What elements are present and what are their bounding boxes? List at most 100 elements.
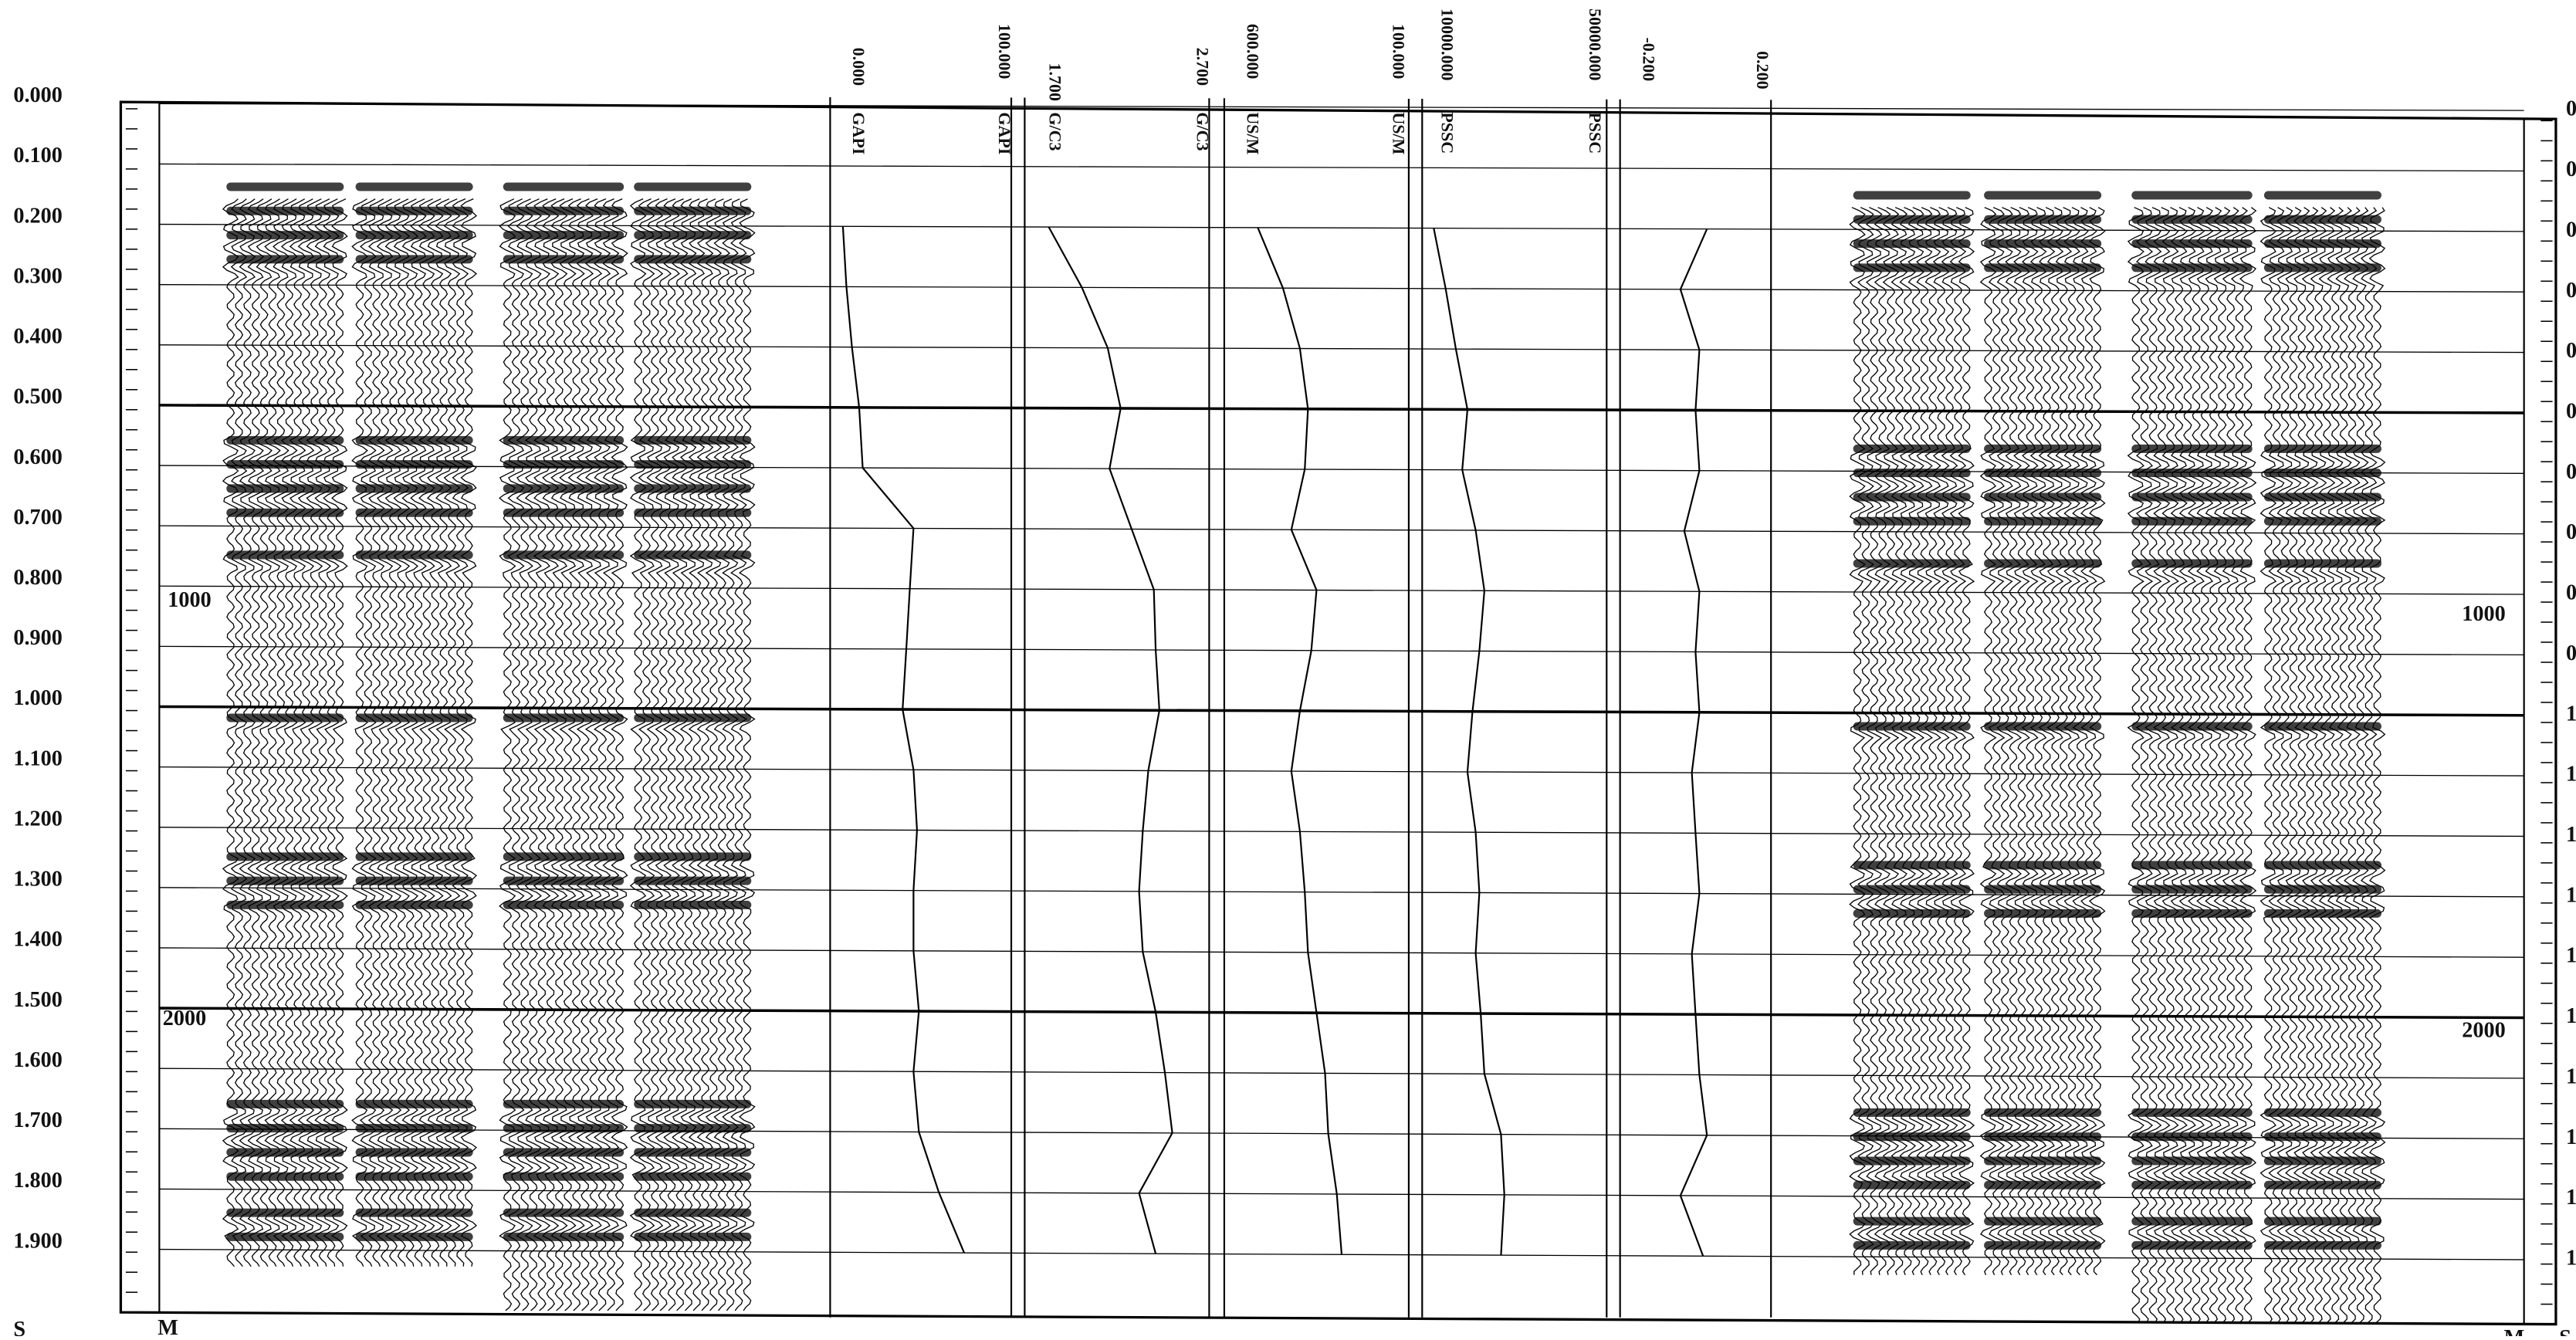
seismic-trace <box>542 198 560 1311</box>
log-curve <box>1433 228 1505 1256</box>
seismic-trace <box>393 198 411 1267</box>
strong-event <box>226 1232 344 1241</box>
unit-label: US/M <box>1390 112 1408 154</box>
strong-event <box>2131 444 2253 453</box>
seismic-trace <box>738 198 756 1311</box>
strong-event <box>1853 492 1971 502</box>
strong-event <box>355 852 473 861</box>
strong-event <box>226 460 344 469</box>
strong-event <box>1984 191 2102 200</box>
scale-label: -0.200 <box>1639 37 1657 81</box>
scale-label: 100.000 <box>995 24 1014 80</box>
strong-event <box>503 1124 625 1133</box>
grid-line <box>159 223 2524 232</box>
strong-event <box>355 900 473 909</box>
grid-line <box>159 887 2524 898</box>
strong-event <box>634 1172 752 1181</box>
strong-event <box>1984 861 2102 870</box>
strong-event <box>1853 1132 1971 1142</box>
grid-line <box>159 947 2524 958</box>
seismic-trace <box>435 198 452 1267</box>
time-label: 0.300 <box>13 264 63 288</box>
strong-event <box>355 1148 473 1157</box>
seismic-trace <box>2170 207 2188 1323</box>
seismic-trace <box>2072 207 2089 1276</box>
strong-event <box>2263 885 2381 894</box>
strong-event <box>1853 444 1971 453</box>
time-label: 1.400 <box>2566 944 2576 968</box>
seismic-trace <box>401 198 418 1267</box>
strong-event <box>634 1232 752 1241</box>
seismic-trace <box>524 198 542 1311</box>
strong-event <box>2131 1240 2253 1250</box>
seismic-trace <box>2088 207 2106 1276</box>
seismic-trace <box>611 198 628 1311</box>
seismic-trace <box>360 198 377 1267</box>
time-label: 1.500 <box>2566 1004 2576 1028</box>
strong-event <box>1984 1216 2102 1226</box>
strong-event <box>634 550 752 560</box>
time-label: 1.600 <box>2566 1064 2576 1088</box>
strong-event <box>355 1124 473 1133</box>
strong-event <box>1984 909 2102 918</box>
time-label: 1.500 <box>13 988 63 1012</box>
strong-event <box>503 231 625 240</box>
strong-event <box>2263 1108 2381 1117</box>
strong-event <box>2263 516 2381 526</box>
strong-event <box>503 435 625 445</box>
strong-event <box>2131 469 2253 478</box>
time-label: 1.300 <box>2566 883 2576 907</box>
seismic-trace <box>330 198 348 1267</box>
strong-event <box>355 1232 473 1241</box>
seismic-trace <box>2055 207 2073 1276</box>
strong-event <box>1853 469 1971 478</box>
strong-event <box>2263 1240 2381 1250</box>
seismic-trace <box>272 198 289 1267</box>
strong-event <box>226 255 344 264</box>
strong-event <box>1984 885 2102 894</box>
unit-label: GAPI <box>995 112 1014 154</box>
depth-label: 1000 <box>2462 602 2505 626</box>
strong-event <box>2131 263 2253 272</box>
log-curve <box>1679 228 1708 1257</box>
strong-event <box>2131 1180 2253 1189</box>
seismic-trace <box>2005 207 2023 1276</box>
seismic-trace <box>1849 207 1866 1275</box>
strong-event <box>355 876 473 885</box>
seismic-trace <box>306 198 323 1267</box>
scale-label: 0.000 <box>849 48 868 86</box>
strong-event <box>355 435 473 445</box>
seismic-trace <box>2239 207 2257 1323</box>
strong-event <box>503 900 625 909</box>
seismic-trace <box>1988 207 2006 1275</box>
strong-event <box>503 484 625 493</box>
strong-event <box>1984 516 2102 526</box>
strong-event <box>1853 1108 1971 1117</box>
strong-event <box>2263 263 2381 272</box>
seismic-trace <box>705 198 723 1311</box>
seismic-trace <box>1891 207 1908 1275</box>
seismic-trace <box>323 198 340 1267</box>
time-label: 1.100 <box>2566 762 2576 786</box>
strong-event <box>226 713 344 722</box>
strong-event <box>1984 215 2102 224</box>
strong-event <box>2131 909 2253 918</box>
time-label: 1.300 <box>13 867 63 891</box>
grid-line <box>159 766 2524 777</box>
strong-event <box>2263 191 2381 200</box>
strong-event <box>226 1172 344 1181</box>
seismic-trace <box>230 198 248 1267</box>
time-label: 1.200 <box>13 807 63 831</box>
seismic-trace <box>1882 207 1900 1275</box>
seismic-trace <box>2021 207 2039 1276</box>
strong-event <box>2131 215 2253 224</box>
strong-event <box>503 1172 625 1181</box>
strong-event <box>1984 1180 2102 1189</box>
time-label: 1.600 <box>13 1048 63 1072</box>
seismic-trace <box>367 198 385 1267</box>
time-label: 1.700 <box>2566 1125 2576 1149</box>
time-label: 0.000 <box>13 83 63 107</box>
strong-event <box>226 1124 344 1133</box>
seismic-trace <box>297 198 315 1267</box>
depth-label: 1000 <box>168 588 211 612</box>
